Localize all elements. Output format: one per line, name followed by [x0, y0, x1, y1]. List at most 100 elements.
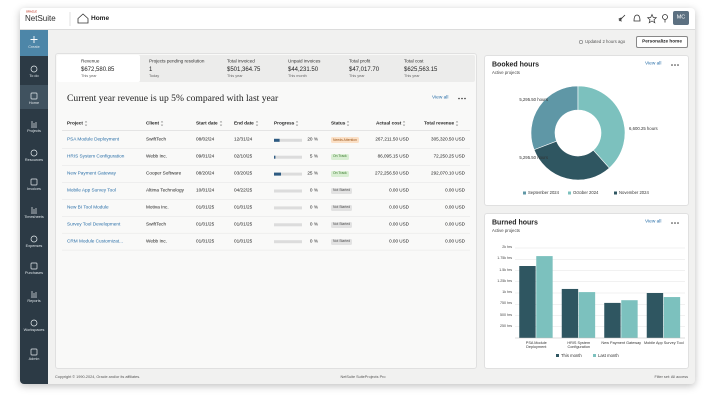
nav-label[interactable]: Projects [27, 129, 41, 134]
kpi-label: Projects pending resolution [149, 58, 205, 64]
column-header[interactable]: Client [146, 120, 160, 126]
nav-label[interactable]: Purchases [25, 271, 43, 276]
nav-label[interactable]: Expenses [25, 244, 43, 249]
nav-icon[interactable] [30, 348, 38, 356]
view-all-link[interactable]: View all [645, 61, 662, 67]
legend-label: October 2024 [573, 189, 599, 195]
nav-icon[interactable] [31, 121, 37, 128]
menu-dot[interactable] [674, 64, 676, 66]
actual-cost: 0.00 USD [389, 238, 409, 244]
project-link[interactable]: New BI Tool Module [67, 204, 109, 210]
nav-icon[interactable] [31, 207, 37, 214]
nav-label[interactable]: Admin [28, 357, 40, 362]
sort-icon[interactable] [219, 120, 223, 127]
project-link[interactable]: Mobile App Survey Tool [67, 187, 116, 193]
nav-label[interactable]: Resources [24, 158, 44, 163]
start-date: 08/02/24 [196, 136, 215, 142]
project-link[interactable]: HRIS System Configuration [67, 153, 125, 159]
kpi-label: Total cost [404, 58, 424, 64]
project-link[interactable]: Survey Tool Development [67, 221, 121, 227]
star-icon[interactable] [646, 13, 658, 24]
end-date: 02/10/25 [234, 153, 253, 159]
personalize-button[interactable] [636, 36, 688, 48]
nav-label[interactable]: Create [28, 45, 40, 50]
nav-icon[interactable] [30, 319, 38, 327]
nav-label[interactable]: To do [29, 74, 39, 79]
y-tick-label: 2k hrs [502, 245, 512, 250]
kpi-selected[interactable] [57, 55, 140, 82]
y-tick-label: 750 hrs [500, 301, 512, 306]
tip-icon[interactable] [662, 14, 668, 20]
progress-label: 0 % [309, 221, 318, 227]
avatar[interactable] [673, 11, 689, 25]
menu-dot[interactable] [671, 222, 673, 224]
kpi-period: This year [404, 74, 420, 79]
menu-dot[interactable] [671, 64, 673, 66]
footer-filter: Filter set: All access [654, 374, 688, 379]
column-header[interactable]: Actual cost [376, 120, 402, 126]
nav-label[interactable]: Invoices [27, 187, 41, 192]
menu-dot[interactable] [461, 97, 463, 100]
progress-track [274, 223, 302, 227]
nav-icon[interactable] [31, 291, 37, 298]
legend-swatch [593, 354, 596, 357]
donut-slice [577, 85, 626, 169]
column-header[interactable]: Progress [274, 120, 295, 126]
active-nav[interactable] [20, 85, 48, 109]
menu-dot[interactable] [677, 64, 679, 66]
sort-icon[interactable] [346, 120, 350, 127]
sort-icon[interactable] [255, 120, 259, 127]
bar [578, 292, 596, 338]
sort-icon[interactable] [84, 120, 88, 127]
donut-label: 5,295.50 hours [519, 96, 548, 102]
menu-dot[interactable] [464, 97, 466, 100]
column-header[interactable]: Status [331, 120, 346, 126]
end-date: 12/31/24 [234, 136, 253, 142]
home-icon [77, 13, 89, 24]
sort-icon[interactable] [295, 120, 299, 127]
personalize-label[interactable]: Personalize home [642, 38, 682, 44]
status-pill: Not Started [331, 204, 353, 211]
view-all-link[interactable]: View all [645, 219, 662, 225]
view-all-link[interactable]: View all [432, 95, 449, 101]
status-pill: Not Started [331, 188, 353, 194]
legend-label: September 2024 [528, 189, 559, 195]
menu-dot[interactable] [674, 222, 676, 224]
column-header[interactable]: Total revenue [424, 120, 455, 126]
chart-subtitle: Active projects [492, 227, 520, 233]
rocket-icon[interactable] [618, 14, 626, 22]
client: Cooper Software [146, 170, 182, 176]
nav-icon[interactable] [30, 235, 38, 243]
actual-cost: 0.00 USD [389, 221, 409, 227]
nav-label[interactable]: Home [28, 101, 40, 106]
nav-icon[interactable] [30, 262, 38, 270]
brand: NetSuite [25, 14, 56, 23]
project-link[interactable]: PSA Module Deployment [67, 136, 120, 142]
column-header[interactable]: Start date [196, 120, 218, 126]
total-revenue: 0.00 USD [445, 238, 465, 244]
x-tick-label: HRIS System Configuration [567, 340, 591, 350]
clock-icon [578, 39, 584, 45]
column-header[interactable]: Project [67, 120, 83, 126]
project-link[interactable]: New Payment Gateway [67, 170, 116, 176]
nav-label[interactable]: Reports [27, 299, 41, 304]
sort-icon[interactable] [455, 120, 459, 127]
total-revenue: 0.00 USD [445, 187, 465, 193]
end-date: 01/01/25 [234, 221, 253, 227]
nav-icon[interactable] [30, 65, 38, 73]
sort-icon[interactable] [160, 120, 164, 127]
project-link[interactable]: CRM Module Customizat... [67, 238, 124, 244]
menu-dot[interactable] [458, 97, 460, 100]
bell-icon[interactable] [633, 14, 641, 22]
top-bar [20, 8, 695, 30]
menu-dot[interactable] [677, 222, 679, 224]
progress-track [274, 172, 302, 176]
nav-icon[interactable] [30, 149, 38, 157]
nav-icon[interactable] [30, 178, 38, 186]
nav-label[interactable]: Timesheets [24, 215, 44, 220]
y-tick-label: 1.25k hrs [497, 278, 512, 283]
nav-label[interactable]: Workspaces [23, 328, 45, 333]
nav-icon[interactable] [30, 92, 38, 100]
column-header[interactable]: End date [234, 120, 254, 126]
sort-icon[interactable] [402, 120, 406, 127]
